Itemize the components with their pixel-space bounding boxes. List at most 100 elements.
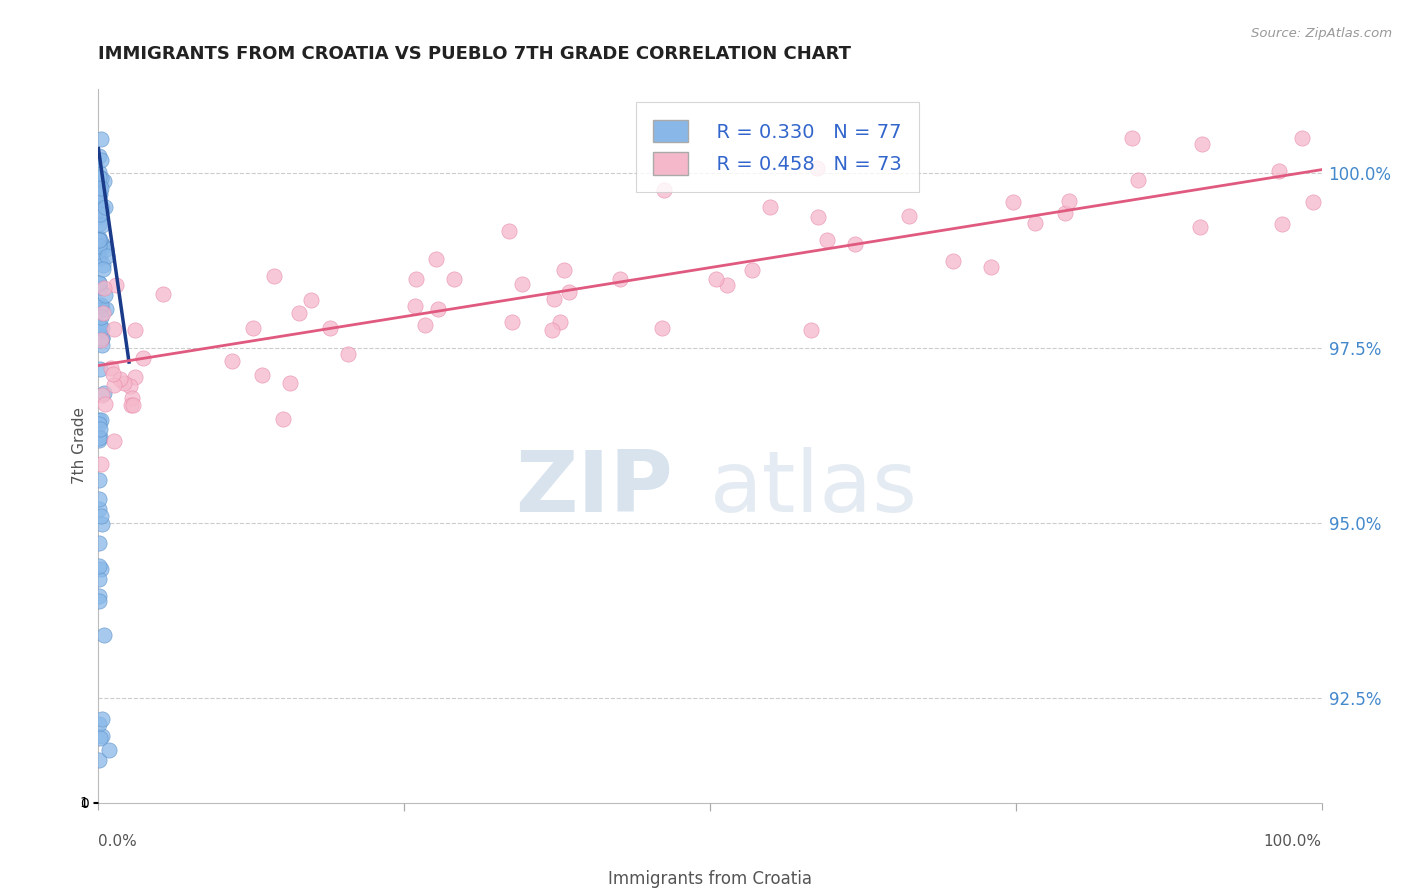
Point	[90, 310, 112, 325]
Point	[89, 183, 111, 197]
Point	[87, 218, 110, 232]
Point	[87, 473, 110, 487]
Point	[87, 233, 110, 247]
Point	[90, 509, 112, 524]
Point	[299, 293, 322, 307]
Point	[1191, 136, 1213, 151]
Point	[93, 281, 115, 295]
Point	[87, 558, 110, 573]
Point	[89, 276, 111, 290]
Point	[89, 502, 111, 516]
Point	[898, 210, 921, 224]
Point	[90, 413, 112, 427]
Point	[103, 322, 125, 336]
Point	[89, 207, 111, 221]
Point	[90, 132, 112, 146]
Point	[1121, 131, 1143, 145]
Point	[1291, 131, 1313, 145]
Point	[93, 386, 115, 401]
Point	[413, 318, 436, 332]
Point	[104, 278, 127, 293]
Point	[242, 321, 264, 335]
Point	[100, 361, 122, 376]
Point	[90, 170, 112, 185]
Point	[287, 306, 309, 320]
Point	[89, 320, 111, 334]
Point	[1059, 194, 1081, 208]
Point	[93, 288, 115, 302]
Point	[91, 729, 114, 743]
Point	[87, 536, 110, 550]
Point	[120, 379, 142, 393]
Point	[1188, 220, 1211, 235]
Point	[90, 333, 112, 347]
Point	[91, 258, 114, 272]
Point	[89, 430, 111, 444]
Point	[94, 242, 117, 256]
Point	[405, 272, 427, 286]
Point	[1271, 217, 1294, 231]
Point	[89, 572, 111, 586]
Point	[89, 251, 111, 265]
Point	[103, 367, 125, 381]
Point	[91, 262, 114, 277]
Point	[93, 396, 115, 410]
Point	[122, 398, 145, 412]
Point	[91, 218, 114, 232]
Point	[87, 325, 110, 339]
Point	[980, 260, 1002, 274]
Point	[1302, 195, 1324, 210]
Point	[806, 161, 828, 176]
Point	[87, 193, 110, 207]
Point	[87, 434, 110, 448]
Point	[112, 376, 135, 390]
Point	[336, 347, 359, 361]
Text: IMMIGRANTS FROM CROATIA VS PUEBLO 7TH GRADE CORRELATION CHART: IMMIGRANTS FROM CROATIA VS PUEBLO 7TH GR…	[98, 45, 852, 62]
Point	[510, 277, 533, 292]
Point	[120, 398, 142, 412]
Point	[87, 250, 110, 264]
Point	[91, 331, 114, 345]
Point	[759, 200, 782, 214]
Point	[103, 378, 125, 392]
Point	[704, 271, 727, 285]
Point	[548, 315, 571, 329]
Point	[89, 318, 111, 333]
Point	[90, 237, 112, 252]
Point	[93, 174, 115, 188]
Point	[543, 292, 565, 306]
Text: atlas: atlas	[710, 447, 918, 531]
Point	[87, 431, 110, 445]
Point	[89, 731, 111, 745]
Point	[121, 391, 143, 405]
Text: 100.0%: 100.0%	[1264, 834, 1322, 849]
Point	[716, 277, 738, 292]
Point	[89, 361, 111, 376]
Point	[89, 302, 111, 317]
Point	[271, 412, 294, 426]
Point	[87, 239, 110, 253]
Point	[87, 165, 110, 179]
Point	[90, 298, 112, 312]
Point	[87, 589, 110, 603]
Point	[558, 285, 581, 299]
Point	[87, 149, 110, 163]
Point	[97, 742, 120, 756]
Point	[404, 299, 426, 313]
Point	[103, 434, 125, 448]
Point	[844, 236, 866, 251]
Text: Source: ZipAtlas.com: Source: ZipAtlas.com	[1251, 27, 1392, 40]
Point	[87, 753, 110, 767]
Y-axis label: 7th Grade: 7th Grade	[72, 408, 87, 484]
Point	[89, 332, 111, 346]
Point	[91, 388, 114, 402]
Point	[263, 269, 285, 284]
Point	[807, 210, 830, 224]
Point	[651, 320, 673, 334]
Point	[1126, 173, 1149, 187]
Point	[319, 321, 342, 335]
Point	[108, 372, 131, 386]
Point	[90, 301, 112, 315]
Point	[89, 188, 111, 202]
Point	[124, 323, 146, 337]
